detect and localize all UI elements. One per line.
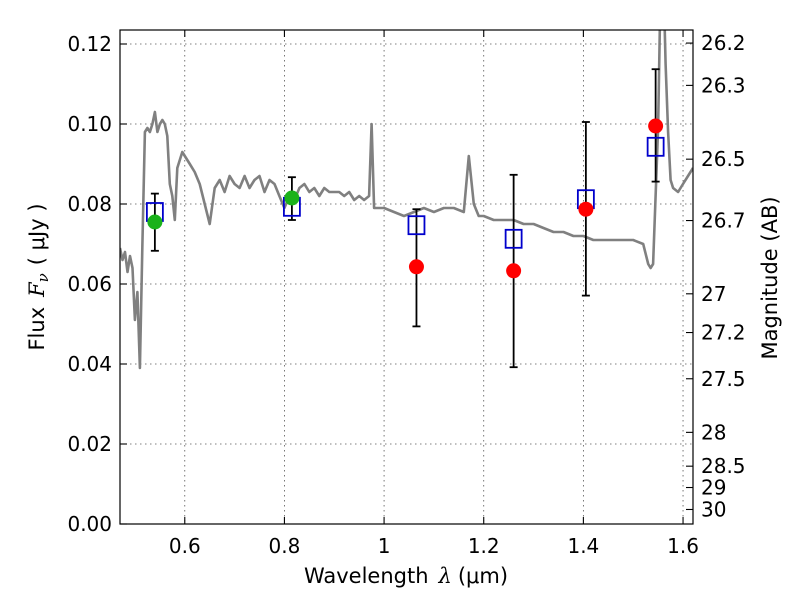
measurement-point xyxy=(578,201,594,217)
y-tick-label: 0.06 xyxy=(67,272,112,296)
y2-tick-label: 27.5 xyxy=(701,367,746,391)
y-tick-label: 0.04 xyxy=(67,352,112,376)
model-spectrum-line xyxy=(120,30,693,370)
model-point-square xyxy=(646,136,665,157)
plot-area xyxy=(120,30,693,370)
y-tick-label: 0.02 xyxy=(67,432,112,456)
y2-tick-label: 27.2 xyxy=(701,321,746,345)
y-axis-title: FluxFν( μJy ) xyxy=(25,203,52,350)
y2-tick-label: 26.5 xyxy=(701,147,746,171)
measurement-point xyxy=(408,259,424,275)
y-tick-label: 0.10 xyxy=(67,112,112,136)
x-tick-label: 0.8 xyxy=(269,534,301,558)
y2-tick-label: 27 xyxy=(701,282,726,306)
model-point-square xyxy=(407,215,426,236)
y2-axis-title: Magnitude (AB) xyxy=(758,196,782,359)
axis-ticks: 0.6 0.8 1 1.2 1.4 1.6 0.00 0.02 0.04 0.06 0.08 0.10… xyxy=(67,30,746,558)
measurement-point xyxy=(506,263,522,279)
y2-tick-label: 28.5 xyxy=(701,454,746,478)
y2-tick-label: 26.7 xyxy=(701,209,746,233)
model-point-square xyxy=(504,228,523,249)
measurement-point xyxy=(284,190,300,206)
plot-frame xyxy=(119,29,694,525)
y2-tick-label: 30 xyxy=(701,497,726,521)
x-tick-label: 1.2 xyxy=(468,534,500,558)
x-tick-label: 0.6 xyxy=(169,534,201,558)
measurement-point xyxy=(648,118,664,134)
y-tick-label: 0.00 xyxy=(67,512,112,536)
measurement-point xyxy=(147,214,163,230)
x-tick-label: 1.4 xyxy=(567,534,599,558)
x-tick-label: 1 xyxy=(378,534,391,558)
x-axis-title: Wavelength λ (μm) xyxy=(304,564,508,588)
y-tick-label: 0.12 xyxy=(67,32,112,56)
x-tick-label: 1.6 xyxy=(667,534,699,558)
y2-tick-label: 28 xyxy=(701,420,726,444)
y2-tick-label: 29 xyxy=(701,476,726,500)
y2-tick-label: 26.3 xyxy=(701,73,746,97)
y-tick-label: 0.08 xyxy=(67,192,112,216)
y2-tick-label: 26.2 xyxy=(701,31,746,55)
